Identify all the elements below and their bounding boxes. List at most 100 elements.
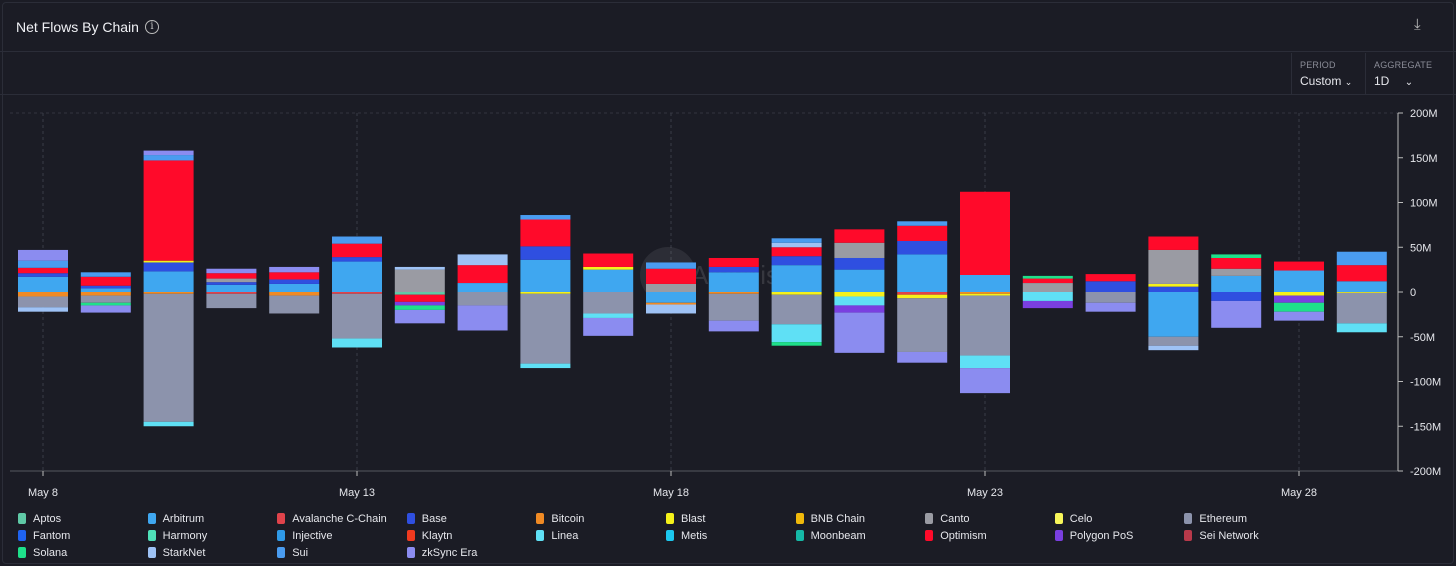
bar-segment-optimism xyxy=(269,272,320,280)
legend-item[interactable]: BNB Chain xyxy=(795,513,865,525)
legend-item[interactable]: Base xyxy=(406,513,447,525)
legend-item[interactable]: Klaytn xyxy=(406,530,453,542)
period-select[interactable]: PERIOD Custom ⌄ xyxy=(1291,53,1365,95)
legend-item[interactable]: Optimism xyxy=(925,530,987,542)
legend-swatch xyxy=(1054,513,1063,524)
legend-swatch xyxy=(1184,530,1193,541)
bar-segment-arbitrum xyxy=(897,254,948,292)
download-icon[interactable]: ⤓ xyxy=(1414,16,1421,33)
bar-segment-solana xyxy=(394,305,445,310)
bar-segment-linea xyxy=(520,363,571,369)
bar-segment-optimism xyxy=(1336,265,1387,282)
legend-label: Linea xyxy=(551,530,579,542)
bar-segment-blast xyxy=(1148,283,1199,287)
bar-segment-optimism xyxy=(834,229,885,243)
bar-segment-optimism xyxy=(708,257,759,267)
bar-segment-arbitrum xyxy=(457,283,508,292)
controls-bar: PERIOD Custom ⌄ AGGREGATE 1D ⌄ xyxy=(0,53,1456,95)
bar-segment-optimism xyxy=(457,265,508,284)
bar-segment-canto xyxy=(1022,283,1073,292)
legend-swatch xyxy=(406,513,415,524)
bar-segment-canto xyxy=(646,283,696,292)
bar-segment-ethereum xyxy=(1085,292,1136,303)
bar-segment-blast xyxy=(897,294,948,299)
bar-segment-blast xyxy=(1336,292,1387,293)
legend-swatch xyxy=(1054,530,1063,541)
legend-item[interactable]: Bitcoin xyxy=(536,513,584,525)
legend-item[interactable]: Aptos xyxy=(18,513,61,525)
bar-segment-optimism xyxy=(1211,257,1262,269)
aggregate-select[interactable]: AGGREGATE 1D ⌄ xyxy=(1365,53,1456,95)
x-tick-label: May 8 xyxy=(28,487,58,499)
legend-item[interactable]: Sui xyxy=(277,547,308,559)
legend-swatch xyxy=(277,513,286,524)
bar-segment-zksync-era xyxy=(394,309,445,324)
legend-item[interactable]: Solana xyxy=(18,547,67,559)
bar-segment-ethereum xyxy=(1336,292,1387,324)
legend-item[interactable]: Polygon PoS xyxy=(1054,530,1133,542)
bar-segment-bitcoin xyxy=(960,292,1010,294)
bar-segment-base xyxy=(1148,286,1199,292)
bar-segment-starknet xyxy=(646,304,696,314)
bar-segment-linea xyxy=(332,338,382,348)
bar-segment-arbitrum xyxy=(1336,281,1387,292)
bar-segment-sui xyxy=(332,236,382,244)
bar-segment-polygon-pos xyxy=(1274,295,1324,303)
legend-swatch xyxy=(18,530,26,541)
bar-segment-base xyxy=(897,240,948,255)
y-tick-label: -50M xyxy=(1410,332,1435,344)
legend-item[interactable]: StarkNet xyxy=(147,547,205,559)
legend-label: Klaytn xyxy=(421,530,453,542)
legend-label: Aptos xyxy=(33,513,62,525)
y-tick-label: -200M xyxy=(1410,466,1441,478)
bar-segment-arbitrum xyxy=(520,259,571,292)
stacked-bar-chart: 200M 150M 100M 50M 0 -50M -100M -150M -200M May 8… xyxy=(10,108,1441,499)
bar-segment-arbitrum xyxy=(269,283,320,292)
legend-item[interactable]: Linea xyxy=(536,530,578,542)
legend-item[interactable]: Ethereum xyxy=(1184,513,1247,525)
bar-segment-zksync-era xyxy=(960,368,1010,394)
legend-label: Canto xyxy=(940,513,970,525)
bar-segment-bitcoin xyxy=(80,292,131,296)
legend-swatch xyxy=(666,513,674,524)
bar-segment-zksync-era xyxy=(1211,300,1262,328)
bar-segment-ethereum xyxy=(269,295,320,314)
legend-swatch xyxy=(536,513,545,524)
legend-label: Sui xyxy=(292,547,309,559)
bar-segment-linea xyxy=(583,313,634,318)
bar-segment-ethereum xyxy=(332,293,382,339)
chevron-down-icon: ⌄ xyxy=(1344,77,1353,87)
bar-segment-polygon-pos xyxy=(834,305,885,313)
bar-segment-optimism xyxy=(143,160,194,261)
bar-segment-zksync-era xyxy=(583,317,634,336)
card-header: Net Flows By Chain i ⤓ xyxy=(0,0,1456,52)
legend-item[interactable]: Canto xyxy=(925,513,970,525)
info-icon[interactable]: i xyxy=(145,20,159,34)
legend-swatch xyxy=(18,547,26,558)
legend-label: Fantom xyxy=(33,530,71,542)
bar-segment-ethereum xyxy=(143,293,194,422)
legend-item[interactable]: Avalanche C-Chain xyxy=(277,513,387,525)
legend-item[interactable]: zkSync Era xyxy=(406,547,477,559)
bar-segment-zksync-era xyxy=(206,268,257,274)
bar-segment-optimism xyxy=(394,294,445,302)
y-tick-label: 200M xyxy=(1410,108,1438,120)
legend-item[interactable]: Celo xyxy=(1054,513,1093,525)
bar-segment-solana xyxy=(1211,254,1262,258)
period-value: Custom xyxy=(1300,74,1342,88)
legend-item[interactable]: Arbitrum xyxy=(147,513,204,525)
legend-item[interactable]: Moonbeam xyxy=(795,530,866,542)
legend-item[interactable]: Fantom xyxy=(18,530,70,542)
bar-segment-sui xyxy=(771,238,822,243)
legend-item[interactable]: Harmony xyxy=(147,530,207,542)
legend-label: Celo xyxy=(1069,513,1093,525)
legend-item[interactable]: Injective xyxy=(277,530,333,542)
legend-item[interactable]: Blast xyxy=(666,513,705,525)
legend-item[interactable]: Metis xyxy=(666,530,707,542)
y-tick-label: 100M xyxy=(1410,198,1438,210)
legend-item[interactable]: Sei Network xyxy=(1184,530,1259,542)
bar-segment-aptos xyxy=(394,292,445,295)
bar-segment-ethereum xyxy=(457,292,508,306)
bar-segment-blast xyxy=(771,292,822,295)
period-label: PERIOD xyxy=(1300,60,1336,70)
